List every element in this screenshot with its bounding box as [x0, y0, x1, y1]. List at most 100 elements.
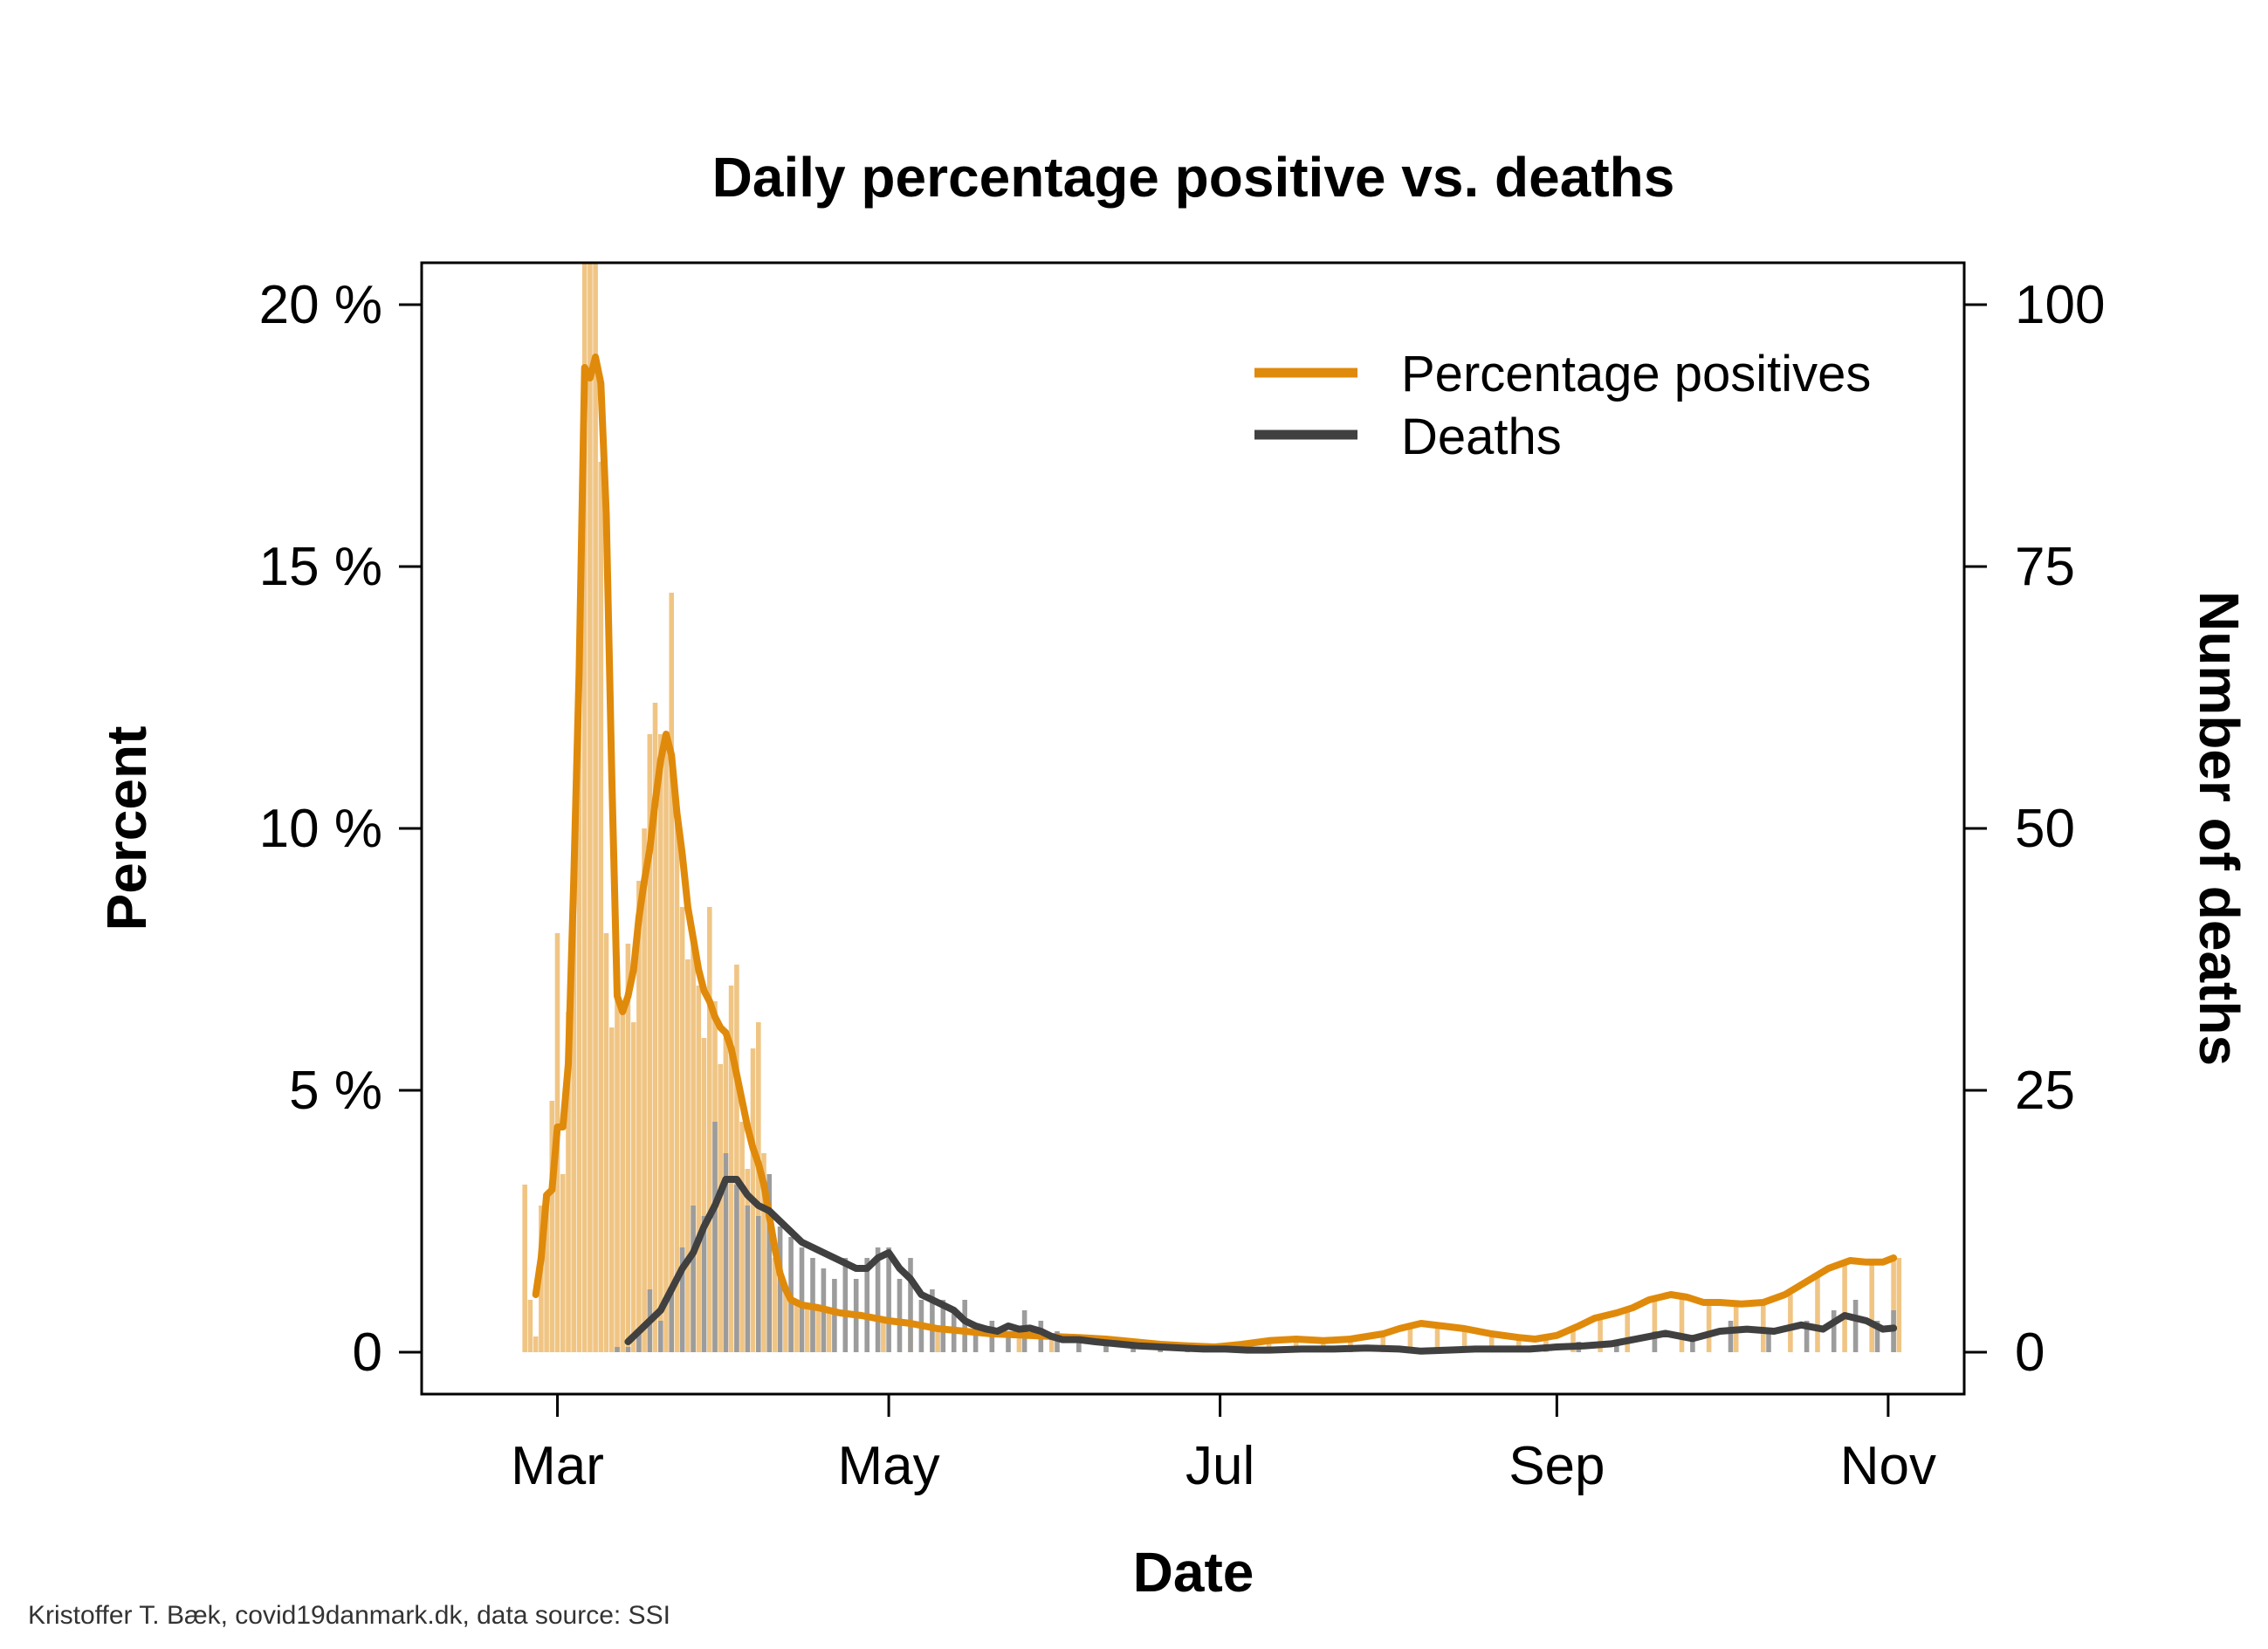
- deaths-bar: [658, 1321, 663, 1352]
- percent-bar: [1625, 1310, 1630, 1352]
- deaths-bar: [886, 1247, 891, 1352]
- deaths-bar: [756, 1216, 761, 1352]
- bottom-tick-label: Nov: [1840, 1436, 1936, 1496]
- deaths-bar: [1614, 1342, 1619, 1352]
- percent-bar: [826, 1310, 832, 1352]
- percent-bar: [669, 593, 674, 1352]
- credit-text: Kristoffer T. Bæk, covid19danmark.dk, da…: [28, 1601, 670, 1630]
- deaths-bar: [1076, 1342, 1082, 1352]
- percent-bar: [620, 1007, 625, 1352]
- deaths-bar: [669, 1289, 674, 1352]
- percent-bar: [647, 734, 653, 1352]
- percent-bar: [1380, 1334, 1386, 1352]
- percent-bar: [625, 944, 631, 1352]
- right-tick-label: 50: [2015, 799, 2075, 859]
- deaths-bar: [625, 1347, 631, 1352]
- percent-bar: [1652, 1300, 1658, 1352]
- percent-bar: [658, 734, 663, 1352]
- percent-bar: [1407, 1326, 1413, 1352]
- percent-bar: [1706, 1300, 1712, 1352]
- right-tick-label: 25: [2015, 1061, 2075, 1121]
- deaths-bar: [1766, 1331, 1771, 1352]
- deaths-bar: [864, 1258, 869, 1352]
- y-axis-left-title: Percent: [95, 726, 158, 931]
- percent-bar: [615, 986, 620, 1352]
- deaths-bar: [777, 1226, 783, 1352]
- right-axis: 0 25 50 75 100: [1962, 275, 2105, 1383]
- percent-line: [532, 354, 1898, 1350]
- chart-title-text: Daily percentage positive vs. deaths: [712, 146, 1675, 209]
- deaths-bar: [734, 1185, 739, 1352]
- right-tick-label: 0: [2015, 1323, 2045, 1383]
- percent-bar: [560, 1174, 566, 1352]
- percent-bar: [1891, 1255, 1896, 1352]
- deaths-bar: [1006, 1331, 1011, 1352]
- percent-bar: [1570, 1329, 1576, 1352]
- percent-bar: [685, 959, 691, 1352]
- percent-bar: [581, 263, 588, 1352]
- percent-bar: [663, 750, 669, 1352]
- percent-bar: [1815, 1274, 1820, 1352]
- left-tick-label: 10 %: [259, 799, 382, 859]
- right-tick-label: 100: [2015, 275, 2105, 335]
- x-axis-title: Date: [1133, 1541, 1254, 1604]
- deaths-bar: [799, 1247, 805, 1352]
- legend: Percentage positives Deaths: [1254, 346, 1871, 465]
- percent-bar: [718, 1064, 723, 1352]
- deaths-bar: [962, 1300, 967, 1352]
- left-tick-label: 5 %: [289, 1061, 382, 1121]
- percent-bar: [642, 828, 647, 1352]
- percent-bar: [598, 462, 604, 1352]
- percent-bar: [566, 1012, 571, 1352]
- deaths-bar: [1804, 1321, 1810, 1352]
- percent-bar: [1293, 1339, 1299, 1352]
- deaths-bar: [930, 1289, 935, 1352]
- bottom-tick-label: Mar: [511, 1436, 604, 1496]
- percent-bar: [544, 1195, 549, 1352]
- percent-bar: [761, 1153, 766, 1352]
- percent-bars: [522, 263, 1902, 1352]
- bottom-axis: Mar May Jul Sep Nov: [511, 1392, 1936, 1496]
- percent-bar: [609, 1027, 615, 1352]
- percent-bar: [734, 965, 739, 1352]
- deaths-bar: [712, 1122, 718, 1352]
- percent-bar: [679, 907, 685, 1352]
- percent-bar: [636, 881, 642, 1352]
- left-tick-label: 0: [353, 1323, 382, 1383]
- deaths-bar: [972, 1331, 979, 1352]
- chart-title: Daily percentage positive vs. deaths: [712, 146, 1675, 209]
- percent-bar: [756, 1022, 761, 1352]
- series-lines: [532, 354, 1898, 1355]
- percent-bar: [652, 703, 658, 1352]
- deaths-bar: [832, 1279, 837, 1352]
- percent-bar: [935, 1329, 940, 1352]
- deaths-bar: [766, 1174, 772, 1352]
- right-tick-label: 75: [2015, 537, 2075, 597]
- deaths-bar: [636, 1331, 642, 1352]
- percent-bar: [571, 855, 576, 1352]
- deaths-bar: [615, 1347, 620, 1352]
- percent-bar: [728, 986, 734, 1352]
- percent-bar: [701, 1038, 707, 1352]
- percent-bar: [696, 986, 702, 1352]
- deaths-bar: [875, 1247, 881, 1352]
- deaths-bar: [1728, 1321, 1734, 1352]
- deaths-bar: [1852, 1300, 1859, 1352]
- bottom-tick-label: Jul: [1186, 1436, 1254, 1496]
- legend-label-deaths: Deaths: [1401, 409, 1562, 465]
- percent-bar: [533, 1336, 539, 1352]
- bottom-tick-label: Sep: [1509, 1436, 1605, 1496]
- percent-bar: [794, 1300, 800, 1352]
- percent-bar: [805, 1305, 810, 1352]
- deaths-bar: [723, 1153, 729, 1352]
- percent-bar: [527, 1300, 533, 1352]
- deaths-bar: [1831, 1310, 1837, 1352]
- deaths-bar: [1874, 1321, 1880, 1352]
- legend-label-percent: Percentage positives: [1401, 346, 1871, 402]
- percent-bar: [1048, 1336, 1055, 1352]
- percent-bar: [576, 619, 582, 1352]
- deaths-bar: [701, 1216, 707, 1352]
- percent-bar: [1488, 1334, 1495, 1352]
- deaths-bar: [908, 1258, 913, 1352]
- percent-bar: [739, 1122, 745, 1352]
